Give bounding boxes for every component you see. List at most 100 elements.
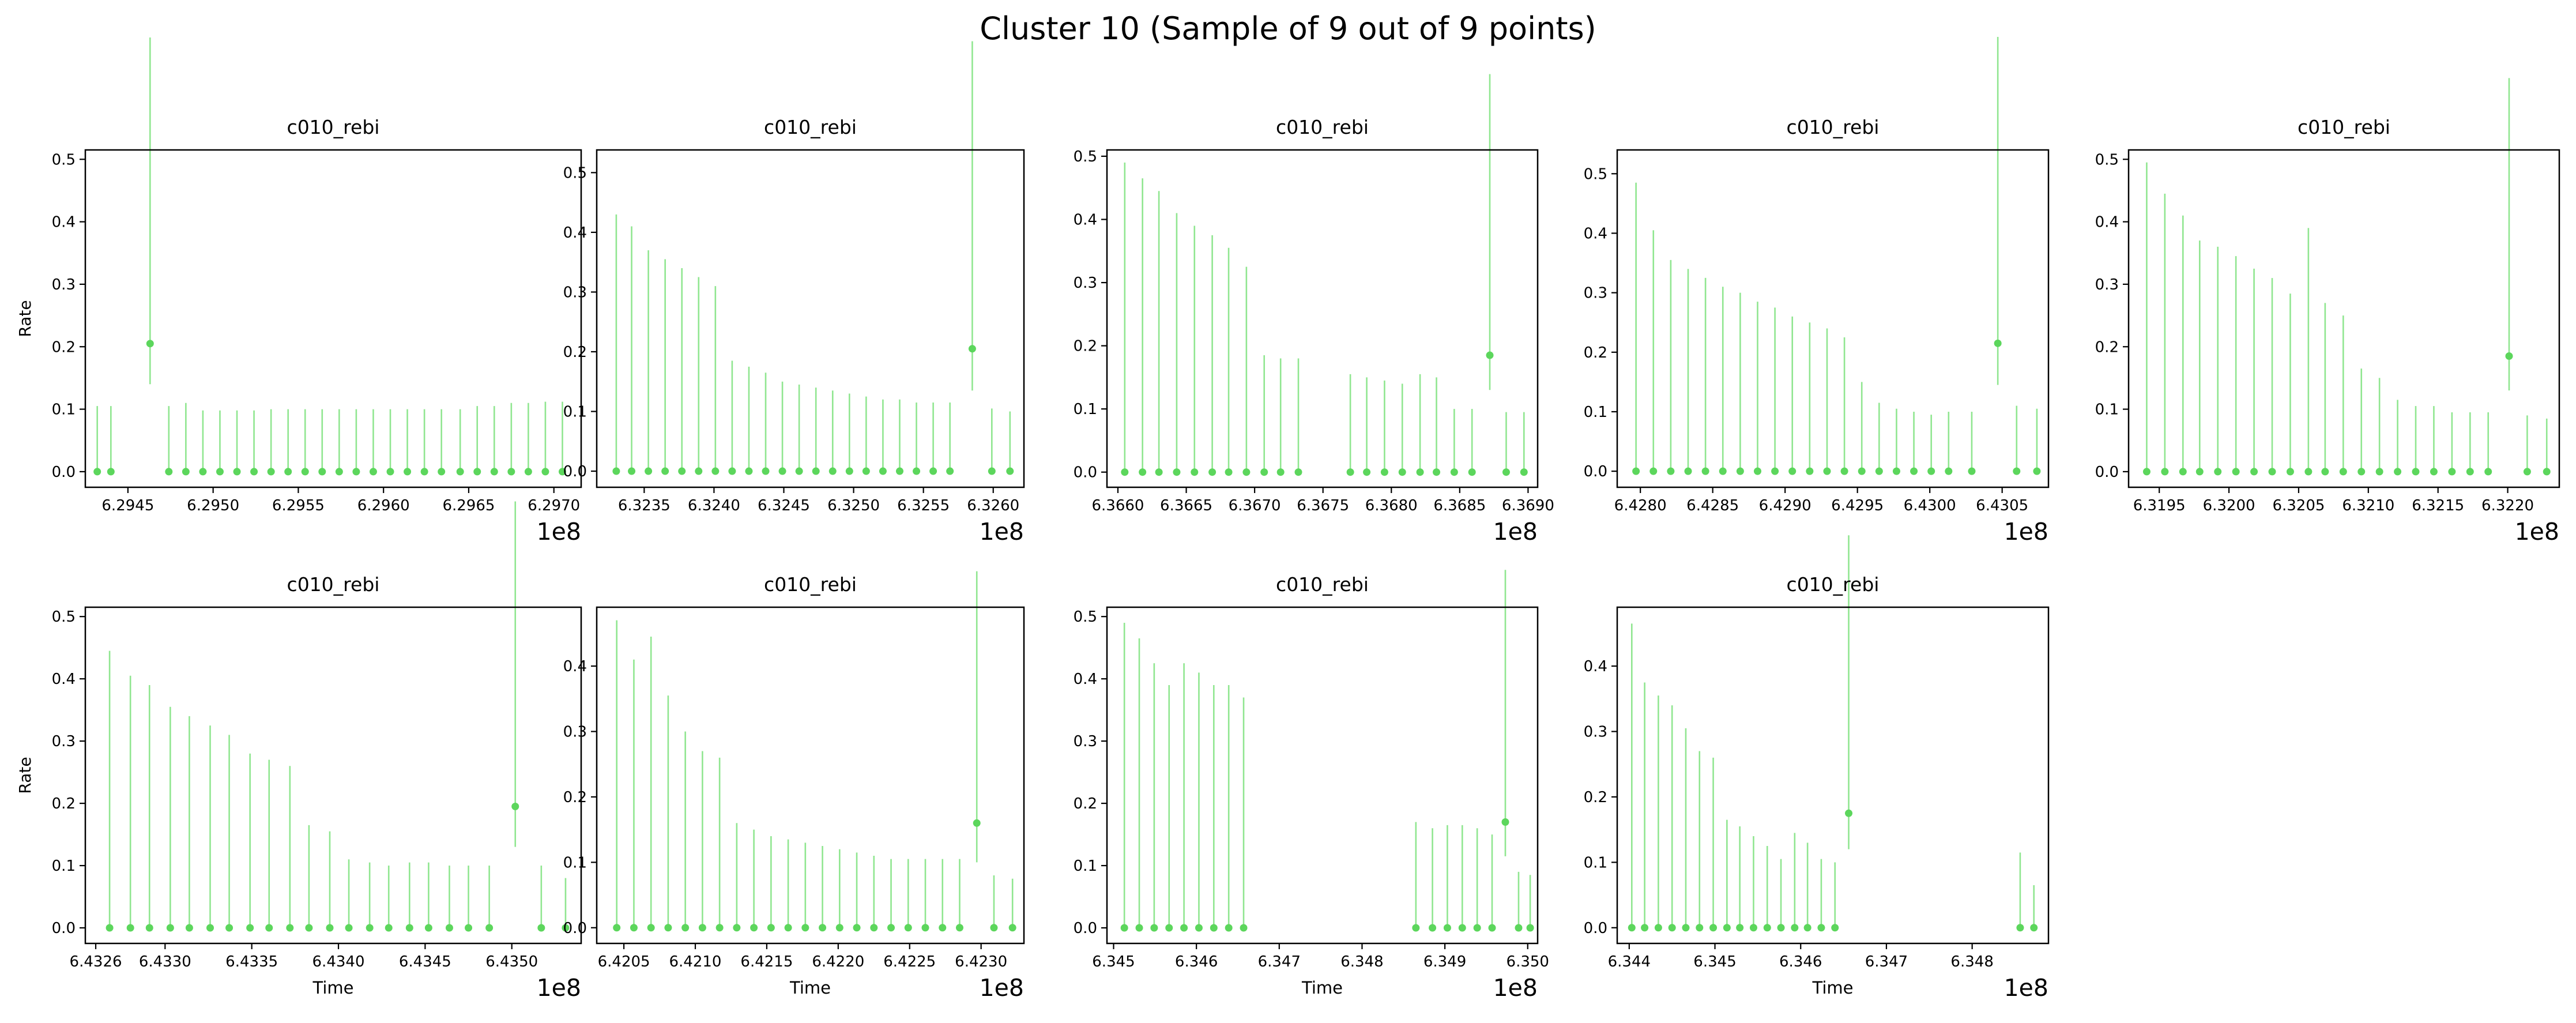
- data-point: [1443, 924, 1451, 932]
- x-tick-label: 6.2950: [187, 497, 239, 514]
- x-tick-label: 6.345: [1693, 953, 1736, 971]
- x-tick-label: 6.3665: [1160, 497, 1212, 514]
- x-offset-text: 1e8: [980, 974, 1024, 1002]
- x-tick-label: 6.3680: [1365, 497, 1418, 514]
- data-point: [404, 468, 412, 476]
- data-point: [2268, 468, 2276, 476]
- data-point: [862, 467, 870, 475]
- x-tick-label: 6.3690: [1502, 497, 1554, 514]
- data-point: [1817, 924, 1825, 932]
- x-tick-label: 6.4280: [1614, 497, 1667, 514]
- data-point: [1994, 339, 2002, 347]
- x-offset-text: 1e8: [980, 518, 1024, 546]
- subplot-1: 6.2945 6.2950 6.2955 6.2960 6.2965 6.2970 0.0 0…: [16, 37, 582, 546]
- x-tick-label: 6.4295: [1831, 497, 1884, 514]
- data-point: [2195, 468, 2204, 476]
- data-point: [895, 467, 903, 475]
- data-point: [819, 924, 827, 932]
- data-point: [1210, 924, 1218, 932]
- data-point: [1641, 924, 1649, 932]
- y-tick-label: 0.5: [1074, 148, 1097, 166]
- x-offset-text: 1e8: [2004, 974, 2048, 1002]
- data-point: [246, 924, 254, 932]
- x-tick-label: 6.4305: [1976, 497, 2028, 514]
- data-point: [335, 468, 343, 476]
- data-point: [1667, 467, 1675, 475]
- x-tick-label: 6.346: [1779, 953, 1822, 971]
- y-tick-label: 0.3: [1584, 285, 1607, 302]
- data-point: [1155, 468, 1163, 476]
- figure-title: Cluster 10 (Sample of 9 out of 9 points): [980, 10, 1596, 47]
- y-tick-label: 0.1: [52, 857, 76, 875]
- x-tick-label: 6.4225: [883, 953, 936, 971]
- data-point: [973, 819, 981, 827]
- data-point: [715, 924, 724, 932]
- data-point: [1433, 468, 1441, 476]
- data-point: [968, 345, 976, 353]
- data-point: [2161, 468, 2169, 476]
- subplot-5: 6.3195 6.3200 6.3205 6.3210 6.3215 6.3220 0.0 0…: [2095, 78, 2560, 546]
- data-point: [511, 802, 519, 810]
- data-point: [541, 468, 549, 476]
- x-axis-label: Time: [1301, 978, 1343, 998]
- data-point: [1458, 924, 1466, 932]
- data-point: [2250, 468, 2258, 476]
- data-point: [1180, 924, 1188, 932]
- data-point: [537, 924, 545, 932]
- x-tick-label: 6.3200: [2203, 497, 2255, 514]
- y-tick-label: 0.4: [1074, 212, 1097, 229]
- x-tick-label: 6.348: [1340, 953, 1383, 971]
- y-tick-label: 0.5: [563, 164, 587, 182]
- data-point: [853, 924, 861, 932]
- data-point: [2013, 467, 2021, 475]
- subplot-4: 6.4280 6.4285 6.4290 6.4295 6.4300 6.4305 0.0 0…: [1584, 36, 2050, 546]
- data-point: [1150, 924, 1158, 932]
- data-point: [1892, 467, 1900, 475]
- x-tick-label: 6.2970: [528, 497, 580, 514]
- data-point: [678, 467, 686, 475]
- data-point: [2375, 468, 2383, 476]
- data-point: [1346, 468, 1354, 476]
- data-point: [845, 467, 853, 475]
- data-point: [1682, 924, 1690, 932]
- data-point: [233, 468, 241, 476]
- data-point: [473, 468, 481, 476]
- data-point: [921, 924, 929, 932]
- data-point: [146, 340, 154, 348]
- subplot-title: c010_rebi: [1787, 116, 1880, 138]
- y-tick-label: 0.3: [1074, 733, 1097, 750]
- data-point: [1468, 468, 1476, 476]
- data-point: [2142, 468, 2151, 476]
- data-point: [745, 467, 753, 475]
- data-point: [762, 467, 770, 475]
- y-tick-label: 0.4: [52, 671, 76, 688]
- subplot-3: 6.3660 6.3665 6.3670 6.3675 6.3680 6.3685 6.36…: [1074, 74, 1554, 546]
- data-point: [106, 924, 114, 932]
- x-tick-label: 6.2960: [357, 497, 410, 514]
- y-tick-label: 0.4: [563, 224, 587, 242]
- y-tick-label: 0.2: [52, 339, 76, 356]
- subplot-9: 6.344 6.345 6.346 6.347 6.348 0.0 0.1 0.2 0.3 0.4…: [1584, 535, 2050, 1002]
- data-point: [1008, 924, 1016, 932]
- data-point: [558, 468, 566, 476]
- data-point: [1240, 924, 1248, 932]
- data-point: [199, 468, 207, 476]
- x-tick-label: 6.3260: [967, 497, 1019, 514]
- data-point: [2321, 468, 2329, 476]
- data-point: [2543, 468, 2551, 476]
- data-point: [465, 924, 473, 932]
- x-tick-label: 6.350: [1507, 953, 1549, 971]
- x-tick-label: 6.4220: [812, 953, 864, 971]
- x-offset-text: 1e8: [2515, 518, 2559, 546]
- data-point: [835, 924, 843, 932]
- data-point: [2304, 468, 2313, 476]
- data-point: [107, 468, 115, 476]
- data-point: [2523, 468, 2531, 476]
- data-point: [1649, 467, 1658, 475]
- data-point: [1968, 467, 1976, 475]
- data-point: [695, 467, 703, 475]
- y-tick-label: 0.3: [52, 733, 76, 750]
- x-offset-text: 1e8: [537, 974, 581, 1002]
- y-axis-label: Rate: [16, 300, 35, 337]
- data-point: [801, 924, 809, 932]
